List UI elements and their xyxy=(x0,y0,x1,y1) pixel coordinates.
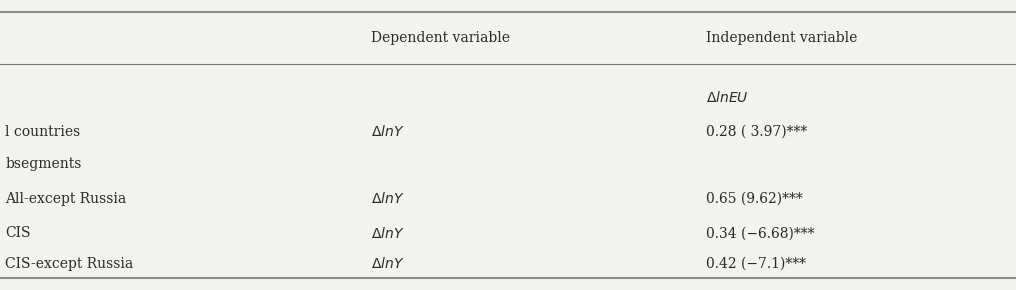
Text: 0.42 (−7.1)***: 0.42 (−7.1)*** xyxy=(706,257,806,271)
Text: $\Delta$$\mathit{lnEU}$: $\Delta$$\mathit{lnEU}$ xyxy=(706,90,749,105)
Text: $\Delta$$\mathit{lnY}$: $\Delta$$\mathit{lnY}$ xyxy=(371,226,404,241)
Text: Independent variable: Independent variable xyxy=(706,31,858,45)
Text: 0.34 (−6.68)***: 0.34 (−6.68)*** xyxy=(706,226,815,240)
Text: l countries: l countries xyxy=(5,125,80,139)
Text: $\Delta$$\mathit{lnY}$: $\Delta$$\mathit{lnY}$ xyxy=(371,191,404,206)
Text: All-except Russia: All-except Russia xyxy=(5,192,126,206)
Text: $\Delta$$\mathit{lnY}$: $\Delta$$\mathit{lnY}$ xyxy=(371,124,404,139)
Text: 0.65 (9.62)***: 0.65 (9.62)*** xyxy=(706,192,803,206)
Text: bsegments: bsegments xyxy=(5,157,81,171)
Text: CIS: CIS xyxy=(5,226,30,240)
Text: $\Delta$$\mathit{lnY}$: $\Delta$$\mathit{lnY}$ xyxy=(371,256,404,271)
Text: CIS-except Russia: CIS-except Russia xyxy=(5,257,133,271)
Text: 0.28 ( 3.97)***: 0.28 ( 3.97)*** xyxy=(706,125,808,139)
Text: Dependent variable: Dependent variable xyxy=(371,31,510,45)
